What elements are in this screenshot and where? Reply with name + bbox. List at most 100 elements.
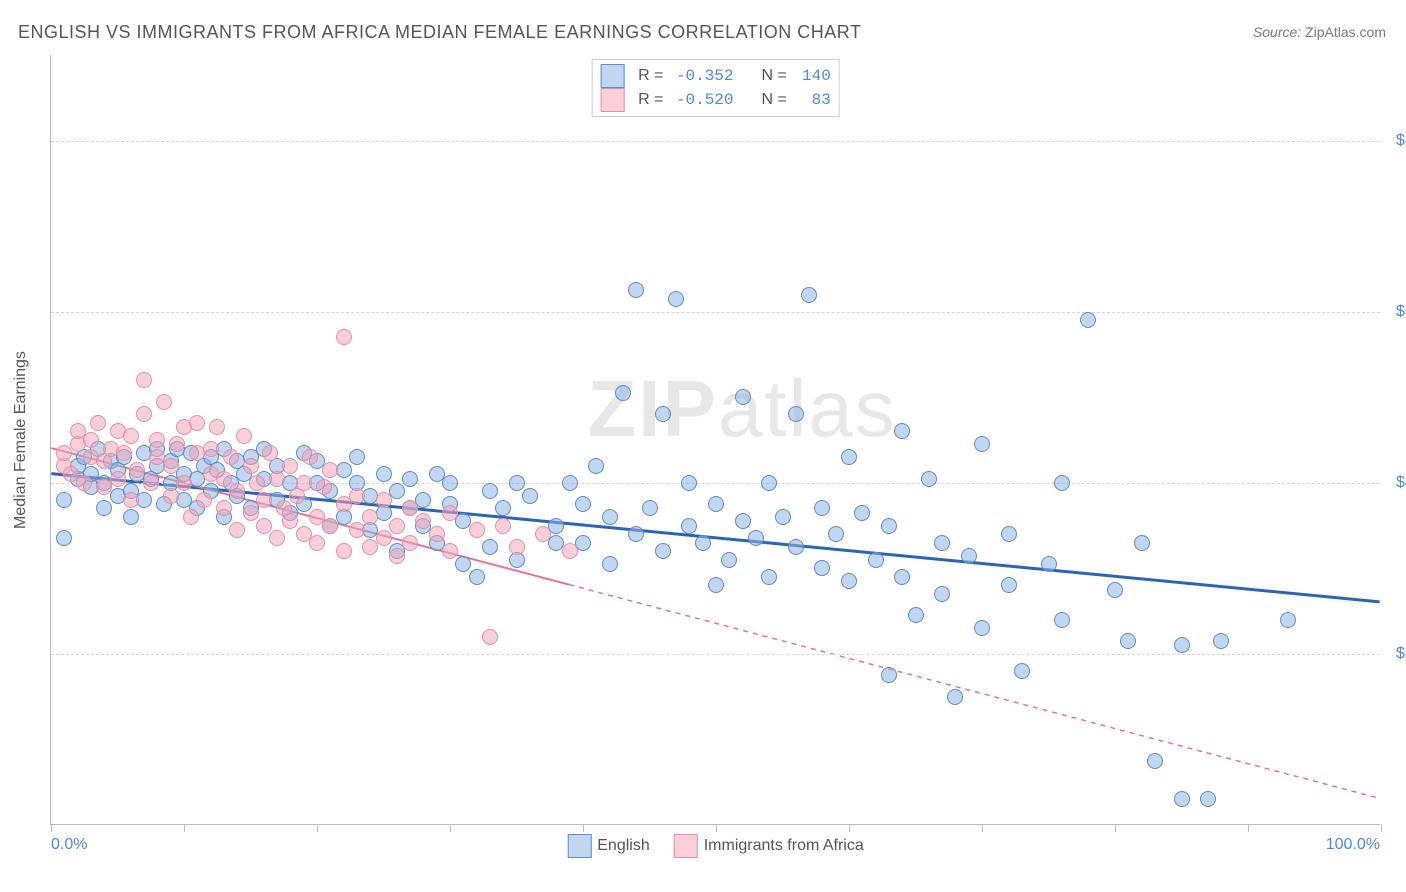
y-tick-label: $40,000 <box>1390 474 1406 492</box>
data-point-africa <box>123 428 139 444</box>
data-point-africa <box>216 471 232 487</box>
data-point-english <box>442 475 458 491</box>
data-point-africa <box>236 428 252 444</box>
data-point-africa <box>469 522 485 538</box>
data-point-english <box>588 458 604 474</box>
data-point-africa <box>429 526 445 542</box>
data-point-africa <box>415 513 431 529</box>
data-point-english <box>961 548 977 564</box>
data-point-africa <box>322 518 338 534</box>
legend-stat-row-africa: R =-0.520N =83 <box>600 88 831 112</box>
x-tick <box>1381 824 1382 832</box>
source-label: Source: <box>1253 24 1301 40</box>
watermark-light: atlas <box>718 364 897 453</box>
data-point-africa <box>209 419 225 435</box>
data-point-english <box>482 539 498 555</box>
data-point-africa <box>163 488 179 504</box>
legend-item-english: English <box>567 834 649 858</box>
data-point-english <box>349 449 365 465</box>
data-point-english <box>841 449 857 465</box>
data-point-english <box>708 577 724 593</box>
x-tick <box>184 824 185 832</box>
data-point-english <box>482 483 498 499</box>
data-point-africa <box>316 479 332 495</box>
data-point-africa <box>156 394 172 410</box>
data-point-english <box>894 423 910 439</box>
data-point-english <box>1001 526 1017 542</box>
data-point-english <box>655 543 671 559</box>
data-point-english <box>575 496 591 512</box>
data-point-english <box>562 475 578 491</box>
data-point-africa <box>535 526 551 542</box>
data-point-english <box>1041 556 1057 572</box>
data-point-english <box>1280 612 1296 628</box>
data-point-english <box>402 471 418 487</box>
data-point-english <box>522 488 538 504</box>
n-label: N = <box>762 64 787 88</box>
x-tick <box>1248 824 1249 832</box>
data-point-english <box>1107 582 1123 598</box>
data-point-africa <box>322 462 338 478</box>
data-point-africa <box>90 415 106 431</box>
data-point-africa <box>482 629 498 645</box>
data-point-english <box>934 535 950 551</box>
data-point-english <box>1001 577 1017 593</box>
n-value-english: 140 <box>795 64 831 88</box>
gridline-horizontal <box>51 141 1380 142</box>
data-point-africa <box>389 518 405 534</box>
data-point-africa <box>442 505 458 521</box>
data-point-english <box>1174 791 1190 807</box>
data-point-english <box>801 287 817 303</box>
data-point-africa <box>229 483 245 499</box>
legend-stat-row-english: R =-0.352N =140 <box>600 64 831 88</box>
data-point-english <box>628 282 644 298</box>
data-point-africa <box>309 535 325 551</box>
gridline-horizontal <box>51 654 1380 655</box>
data-point-africa <box>243 505 259 521</box>
data-point-africa <box>296 475 312 491</box>
data-point-english <box>376 466 392 482</box>
x-tick <box>450 824 451 832</box>
data-point-africa <box>256 518 272 534</box>
x-tick <box>317 824 318 832</box>
legend-swatch-africa <box>600 88 624 112</box>
data-point-english <box>495 500 511 516</box>
data-point-english <box>814 560 830 576</box>
data-point-africa <box>389 548 405 564</box>
y-tick-label: $80,000 <box>1390 132 1406 150</box>
data-point-africa <box>110 471 126 487</box>
data-point-english <box>814 500 830 516</box>
data-point-africa <box>302 449 318 465</box>
data-point-africa <box>143 475 159 491</box>
data-point-africa <box>362 509 378 525</box>
data-point-english <box>854 505 870 521</box>
data-point-africa <box>196 492 212 508</box>
data-point-english <box>655 406 671 422</box>
data-point-english <box>1213 633 1229 649</box>
data-point-africa <box>509 539 525 555</box>
r-value-africa: -0.520 <box>672 88 734 112</box>
data-point-english <box>602 556 618 572</box>
data-point-africa <box>223 449 239 465</box>
data-point-africa <box>402 535 418 551</box>
data-point-english <box>681 518 697 534</box>
data-point-english <box>788 406 804 422</box>
data-point-english <box>921 471 937 487</box>
data-point-english <box>708 496 724 512</box>
legend-label-africa: Immigrants from Africa <box>704 837 864 854</box>
data-point-english <box>56 492 72 508</box>
data-point-english <box>841 573 857 589</box>
x-tick-label-min: 0.0% <box>51 836 87 854</box>
data-point-africa <box>376 492 392 508</box>
data-point-english <box>1174 637 1190 653</box>
data-point-english <box>788 539 804 555</box>
watermark: ZIPatlas <box>587 363 896 455</box>
data-point-english <box>934 586 950 602</box>
x-tick <box>849 824 850 832</box>
data-point-africa <box>269 530 285 546</box>
data-point-english <box>881 518 897 534</box>
data-point-english <box>695 535 711 551</box>
data-point-africa <box>402 500 418 516</box>
data-point-africa <box>123 492 139 508</box>
data-point-africa <box>149 432 165 448</box>
